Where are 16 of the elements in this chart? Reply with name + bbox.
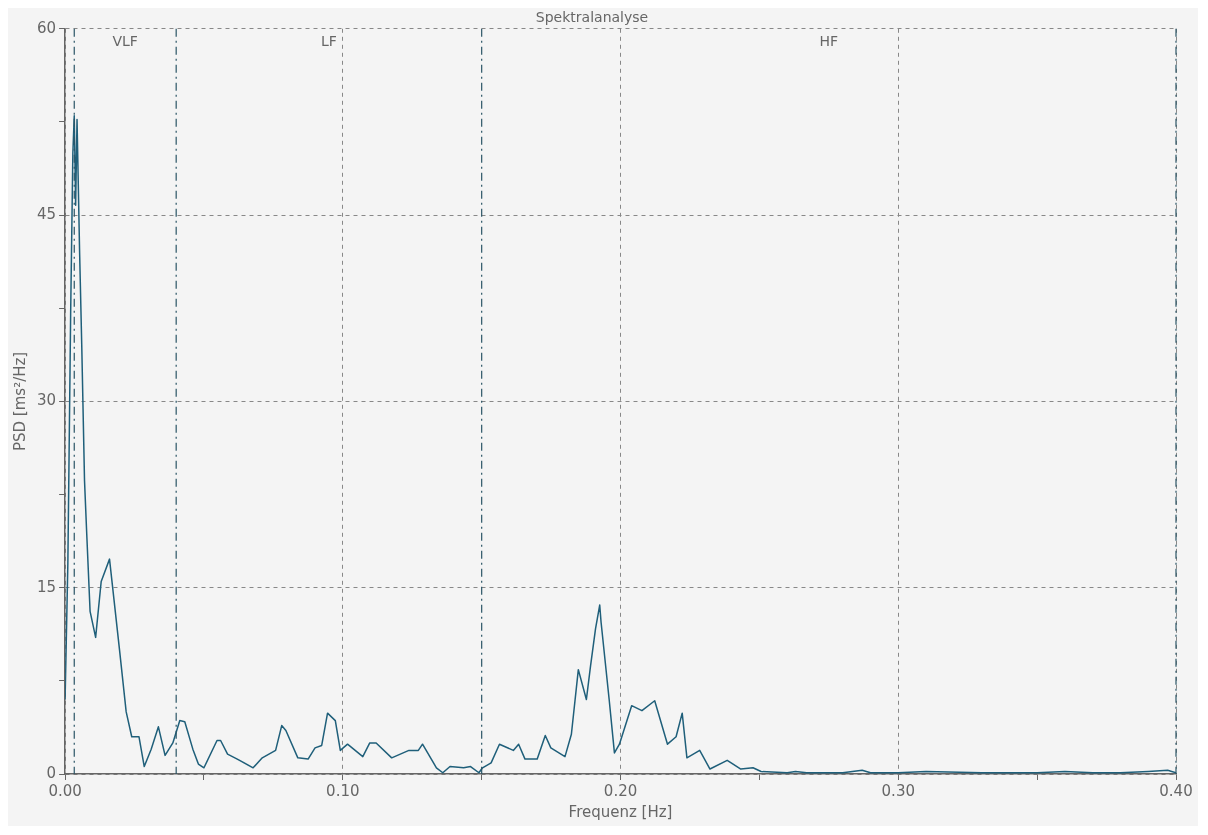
x-tick-label: 0.40 — [1159, 781, 1193, 800]
x-tick-label: 0.30 — [881, 781, 915, 800]
annotation: LF — [321, 33, 337, 50]
y-axis-title: PSD [ms²/Hz] — [10, 351, 29, 452]
y-tick-label: 15 — [36, 577, 57, 596]
y-tick-label: 45 — [36, 204, 57, 223]
x-axis-title: Frequenz [Hz] — [568, 802, 673, 821]
y-tick-label: 0 — [46, 763, 57, 782]
y-tick-label: 60 — [36, 18, 57, 37]
y-tick-label: 30 — [36, 391, 57, 410]
x-tick-label: 0.00 — [48, 781, 82, 800]
annotation: HF — [819, 33, 839, 50]
x-tick-label: 0.10 — [326, 781, 360, 800]
annotation: VLF — [112, 33, 138, 50]
x-tick-label: 0.20 — [603, 781, 638, 800]
chart-title: Spektralanalyse — [535, 9, 649, 26]
